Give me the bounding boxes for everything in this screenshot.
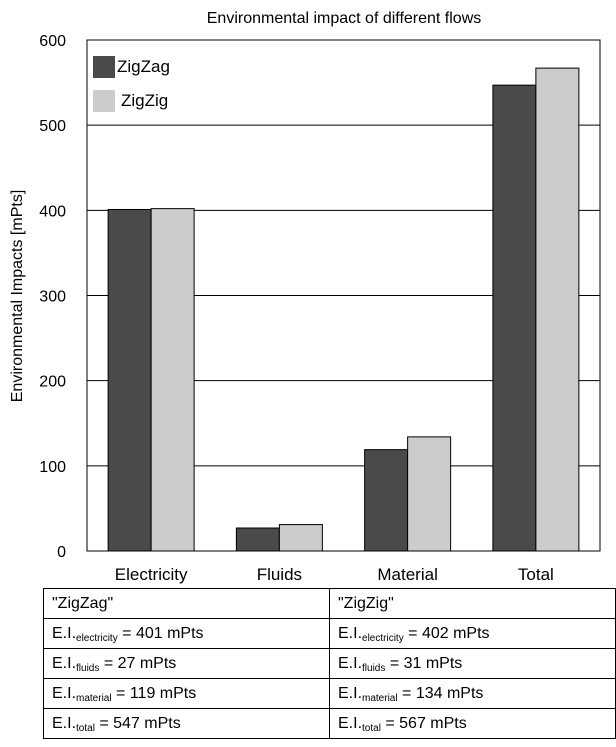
cell-value: = 567 mPts [380,714,467,732]
cell-subscript: material [76,692,112,704]
bar-zigzag-material [364,449,409,552]
table-row: E.I.electricity = 401 mPts E.I.electricit… [43,618,616,649]
cell-subscript: material [362,692,398,704]
y-axis-label: Environmental Impacts [mPts] [9,190,26,403]
cell-subscript: total [76,722,95,734]
legend-label-zigzig: ZigZig [121,91,168,110]
cell-value: = 401 mPts [117,624,204,642]
cell-value: = 31 mPts [385,654,463,672]
table-row: E.I.fluids = 27 mPts E.I.fluids = 31 mPts [43,648,616,679]
bar-zigzag-electricity [107,208,152,552]
cell-subscript: electricity [76,632,118,644]
bar-zigzag-fluids [235,527,280,552]
y-tick-label: 0 [57,544,66,561]
plot-frame [86,39,601,552]
table-cell: E.I.fluids = 31 mPts [329,648,616,679]
y-axis-ticks: 0 100 200 300 400 500 600 [39,33,66,561]
bar-chart: Environmental impact of different flows … [9,10,601,584]
cell-prefix: E.I. [338,654,363,672]
x-axis-categories: Electricity Fluids Material Total [115,565,554,584]
cell-value: = 134 mPts [397,684,484,702]
table-cell: E.I.total = 567 mPts [329,708,616,739]
legend-swatch-zigzag [93,56,115,78]
bar-zigzig-material [407,436,452,552]
cell-subscript: fluids [76,662,100,674]
bar-zigzag-total [492,84,537,552]
cell-value: = 119 mPts [111,684,197,702]
cell-prefix: E.I. [338,624,363,642]
cell-subscript: fluids [362,662,386,674]
legend-swatch-zigzig [93,90,115,112]
table-header-zigzag: "ZigZag" [43,588,330,619]
y-tick-label: 600 [39,33,66,50]
y-tick-label: 100 [39,459,66,476]
cell-prefix: E.I. [52,714,77,732]
cell-subscript: electricity [362,632,404,644]
cell-value: = 547 mPts [94,714,181,732]
legend-label-zigzag: ZigZag [117,57,170,76]
bar-zigzig-total [535,67,580,552]
chart-title: Environmental impact of different flows [207,10,482,27]
table-cell: E.I.material = 134 mPts [329,678,616,709]
table-header-zigzig: "ZigZig" [329,588,616,619]
y-tick-label: 200 [39,374,66,391]
cell-value: = 27 mPts [99,654,177,672]
bars [107,67,580,552]
table-cell: E.I.fluids = 27 mPts [43,648,330,679]
results-table: "ZigZag" "ZigZig" E.I.electricity = 401 … [43,588,616,739]
table-cell: E.I.electricity = 402 mPts [329,618,616,649]
x-tick-label: Fluids [257,565,302,584]
table-row: E.I.total = 547 mPts E.I.total = 567 mPts [43,708,616,739]
cell-subscript: total [362,722,381,734]
table-row: E.I.material = 119 mPts E.I.material = 13… [43,678,616,709]
table-cell: E.I.electricity = 401 mPts [43,618,330,649]
y-tick-label: 500 [39,118,66,135]
bar-zigzig-electricity [150,208,195,552]
table-header-row: "ZigZag" "ZigZig" [43,588,616,619]
table-cell: E.I.total = 547 mPts [43,708,330,739]
x-tick-label: Total [518,565,554,584]
cell-prefix: E.I. [338,714,363,732]
cell-prefix: E.I. [52,654,77,672]
cell-prefix: E.I. [52,684,77,702]
cell-prefix: E.I. [338,684,363,702]
y-tick-label: 300 [39,289,66,306]
x-tick-label: Electricity [115,565,188,584]
bar-zigzig-fluids [278,524,323,552]
x-tick-label: Material [377,565,437,584]
cell-value: = 402 mPts [403,624,490,642]
table-cell: E.I.material = 119 mPts [43,678,330,709]
cell-prefix: E.I. [52,624,77,642]
legend: ZigZag ZigZig [93,56,170,112]
y-tick-label: 400 [39,203,66,220]
